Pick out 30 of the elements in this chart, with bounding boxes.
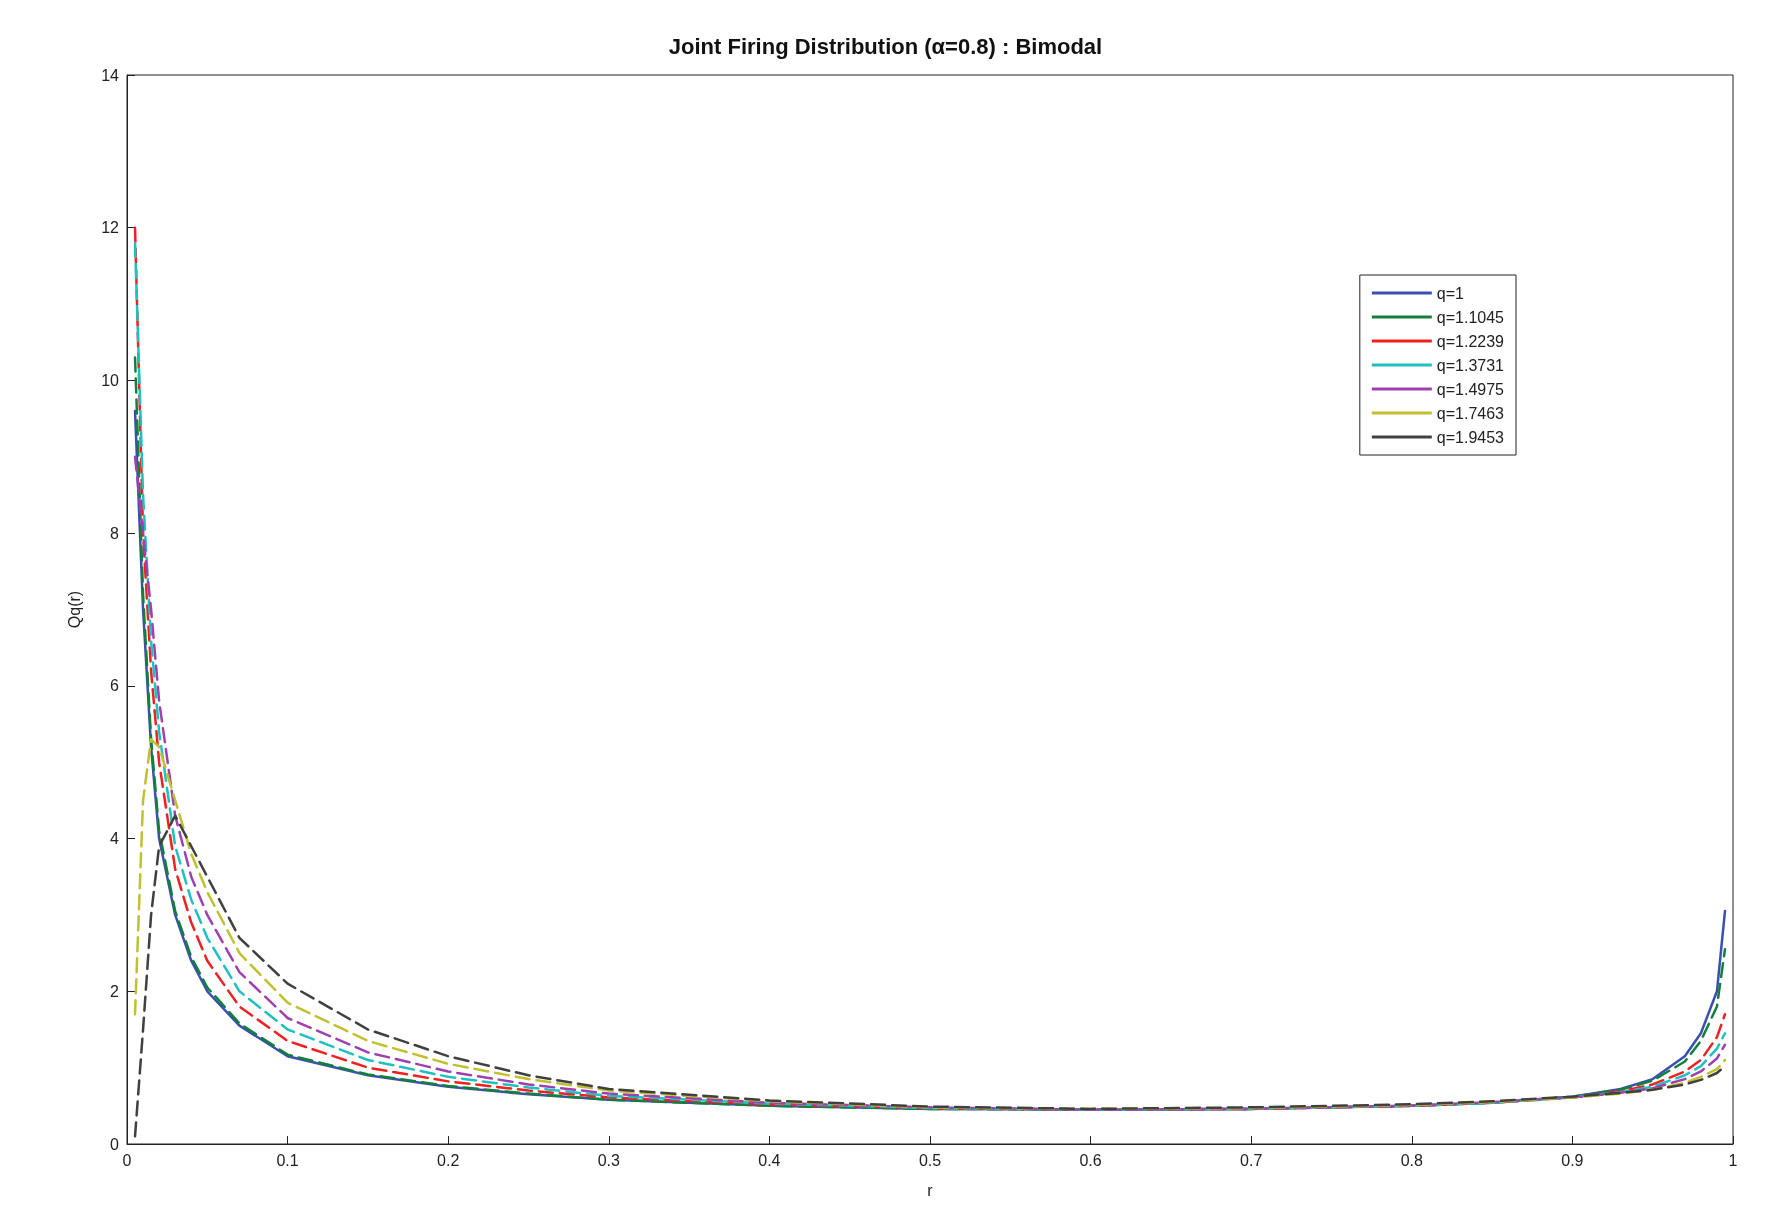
legend-label: q=1.4975 bbox=[1436, 380, 1505, 398]
x-tick-label: 0.9 bbox=[1561, 1151, 1584, 1169]
legend-label: q=1.2239 bbox=[1436, 332, 1505, 350]
y-tick-label: 4 bbox=[110, 830, 120, 848]
y-tick-label: 12 bbox=[101, 219, 120, 237]
legend-label: q=1.7463 bbox=[1436, 404, 1505, 422]
line-series bbox=[133, 738, 1727, 1111]
x-tick-label: 0 bbox=[122, 1151, 132, 1169]
y-tick-label: 2 bbox=[110, 982, 120, 1000]
y-tick-label: 6 bbox=[110, 677, 120, 695]
y-tick-label: 10 bbox=[101, 371, 120, 389]
x-tick-label: 0.3 bbox=[597, 1151, 621, 1169]
x-tick-label: 0.4 bbox=[758, 1151, 781, 1169]
x-tick-label: 0.5 bbox=[918, 1151, 942, 1169]
x-tick-label: 0.2 bbox=[437, 1151, 460, 1169]
y-tick-label: 0 bbox=[110, 1135, 120, 1153]
y-axis-title: Qq(r) bbox=[65, 590, 83, 629]
legend-label: q=1.1045 bbox=[1436, 308, 1505, 326]
x-tick-label: 0.7 bbox=[1240, 1151, 1263, 1169]
x-tick-label: 1 bbox=[1728, 1151, 1738, 1169]
chart-title: Joint Firing Distribution (α=0.8) : Bimodal bbox=[668, 33, 1103, 59]
legend-label: q=1.9453 bbox=[1436, 428, 1505, 446]
x-tick-label: 0.8 bbox=[1400, 1151, 1424, 1169]
x-tick-label: 0.1 bbox=[276, 1151, 299, 1169]
y-tick-label: 14 bbox=[101, 66, 120, 84]
y-tick-label: 8 bbox=[110, 524, 120, 542]
x-tick-label: 0.6 bbox=[1079, 1151, 1102, 1169]
legend-label: q=1.3731 bbox=[1436, 356, 1505, 374]
x-axis-title: r bbox=[927, 1181, 934, 1199]
legend-label: q=1 bbox=[1436, 284, 1465, 302]
